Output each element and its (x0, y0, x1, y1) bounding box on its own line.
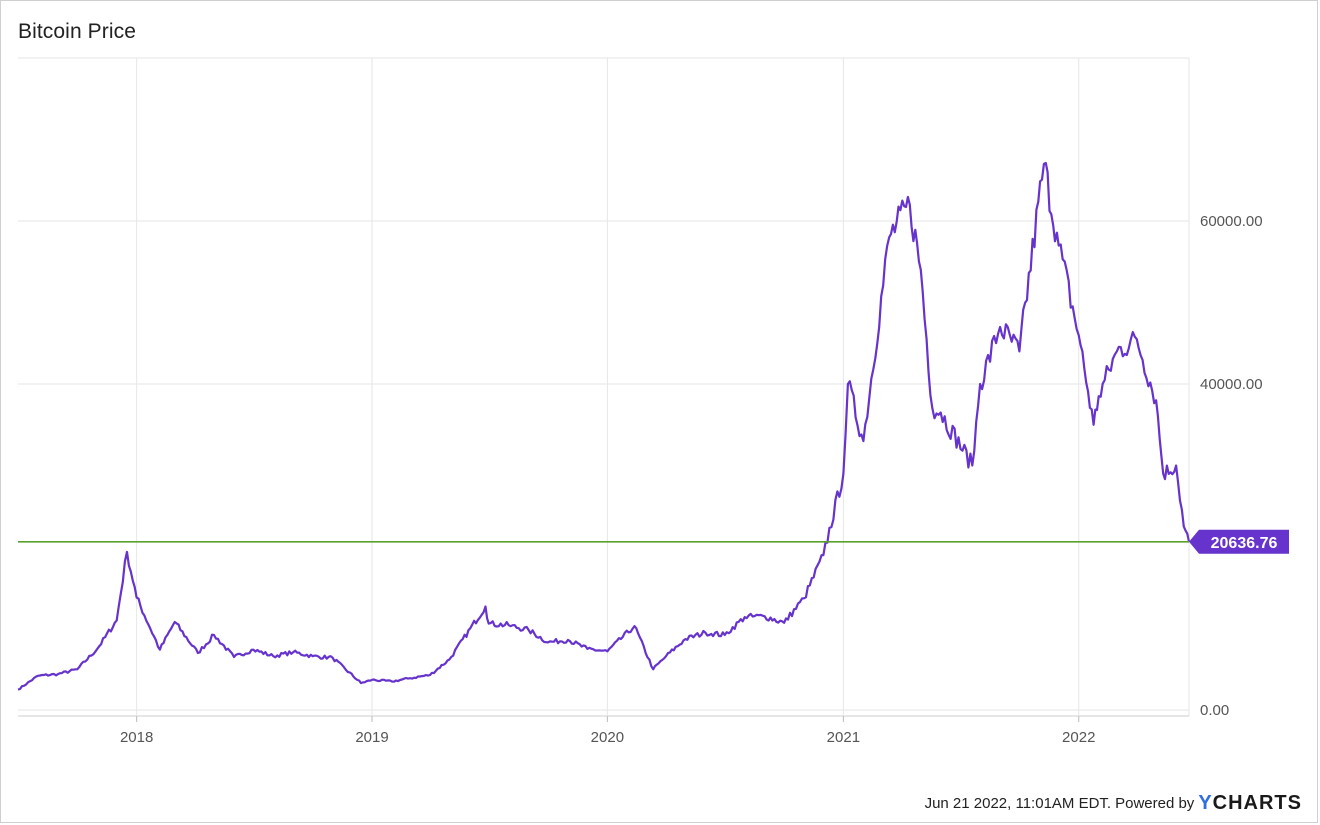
ycharts-logo-text: CHARTS (1212, 792, 1302, 814)
last-value-flag (1189, 529, 1289, 554)
footer-timestamp: Jun 21 2022, 11:01AM EDT. (924, 795, 1112, 812)
x-tick-label: 2018 (120, 729, 153, 746)
x-tick-label: 2022 (1062, 729, 1095, 746)
ycharts-logo-y: Y (1198, 792, 1213, 814)
ycharts-logo[interactable]: Y CHARTS (1198, 792, 1302, 815)
footer: Jun 21 2022, 11:01AM EDT. Powered by Y CH… (925, 792, 1302, 815)
x-tick-label: 2021 (827, 729, 860, 746)
x-tick-label: 2019 (355, 729, 388, 746)
last-value-label: 20636.76 (1211, 535, 1278, 552)
x-tick-label: 2020 (591, 729, 624, 746)
footer-powered-by: Powered by (1115, 795, 1195, 812)
y-tick-label: 60000.00 (1200, 213, 1263, 230)
y-tick-label: 0.00 (1200, 702, 1229, 719)
chart-title: Bitcoin Price (18, 20, 137, 43)
y-tick-label: 40000.00 (1200, 376, 1263, 393)
series-line (17, 161, 1191, 691)
